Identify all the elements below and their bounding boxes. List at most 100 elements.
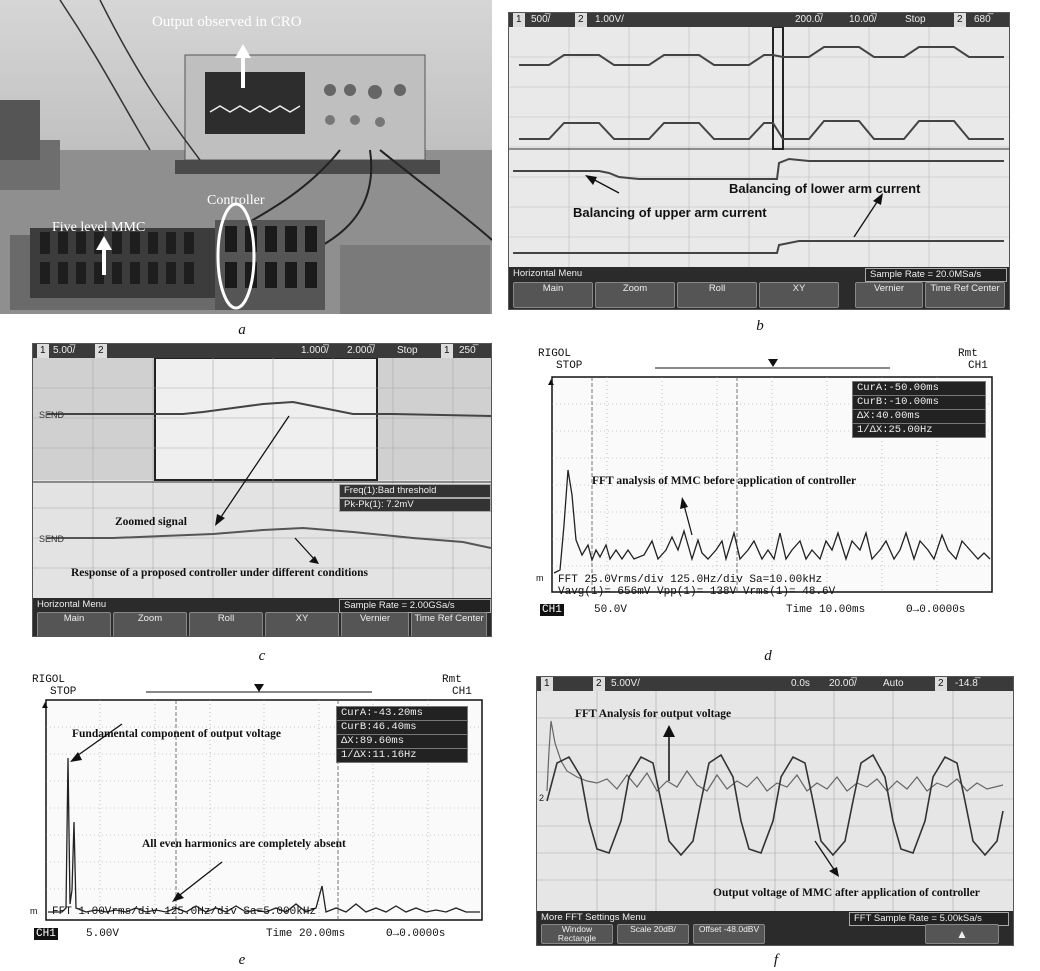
softkey-vernier[interactable]: Vernier (855, 282, 923, 308)
sample-rate: Sample Rate = 20.0MSa/s (865, 268, 1007, 282)
softkey-time-ref[interactable]: Time Ref Center (925, 282, 1005, 308)
cursor-delta: ΔX:40.00ms (852, 409, 986, 424)
softkey-vernier[interactable]: Vernier (341, 612, 409, 636)
softkey-roll[interactable]: Roll (677, 282, 757, 308)
caption-d: d (764, 648, 772, 664)
softkey-roll[interactable]: Roll (189, 612, 263, 636)
ch2-badge: 2 (95, 344, 107, 358)
trace-upper-1 (519, 46, 1004, 66)
panel-a-photo: Output observed in CRO Controller Five l… (0, 0, 492, 314)
caption-b: b (756, 318, 764, 334)
time-div: 2.000̅/ (347, 345, 375, 356)
cursor-b: CurB:-10.00ms (852, 395, 986, 410)
freq-measure: Freq(1):Bad threshold (339, 484, 491, 498)
fft-info-line1: FFT 25.0Vrms/div 125.0Hz/div Sa=10.00kHz (558, 574, 823, 586)
time-div: 10.00̅/ (849, 14, 877, 25)
send-marker-lower: SEND (39, 534, 65, 544)
ch1-badge: 1 (541, 677, 553, 691)
trace-upper-2 (519, 120, 1004, 140)
bottom-channel: CH1 (34, 928, 58, 940)
trigger-channel: 2 (935, 677, 947, 691)
svg-text:m: m (536, 573, 544, 583)
controller-label: Controller (207, 193, 265, 208)
cursor-delta: ΔX:89.60ms (336, 734, 468, 749)
annotation-fft-output: FFT Analysis for output voltage (575, 708, 732, 720)
lab-setup-photo (0, 0, 492, 314)
trigger-mode: Auto (883, 678, 904, 689)
softkey-time-ref[interactable]: Time Ref Center (411, 612, 487, 636)
fft-spectrum-d (553, 469, 991, 574)
cursor-freq: 1/ΔX:25.00Hz (852, 423, 986, 438)
bottom-offset: Θ→0.0000s (906, 604, 966, 616)
caption-e: e (238, 952, 246, 968)
scope-b-screen (509, 27, 1009, 267)
softkey-next-page[interactable]: ▲ (925, 924, 999, 944)
mmc-label: Five level MMC (52, 220, 146, 235)
softkey-xy[interactable]: XY (265, 612, 339, 636)
panel-d-rigol: RIGOL STOP Rmt CH1 ▲ m CurA:-50.00ms Cur… (530, 345, 1010, 625)
ch2-scale: 5.00V/ (611, 678, 640, 689)
fft-trace-f (546, 720, 1004, 792)
softkey-offset[interactable]: Offset -48.0dBV (693, 924, 765, 944)
softkey-scale[interactable]: Scale 20dB/ (617, 924, 689, 944)
softkey-xy[interactable]: XY (759, 282, 839, 308)
menu-title: Horizontal Menu (37, 599, 107, 610)
scope-f-menu: More FFT Settings Menu FFT Sample Rate =… (537, 911, 1013, 945)
softkey-zoom[interactable]: Zoom (113, 612, 187, 636)
softkey-window[interactable]: Window Rectangle (541, 924, 613, 944)
menu-title: Horizontal Menu (513, 268, 583, 279)
brand: RIGOL (538, 348, 572, 360)
panel-e-rigol: RIGOL STOP Rmt CH1 ▲ m CurA:-43.20ms Cur… (26, 672, 502, 948)
annotation-upper-arm: Balancing of upper arm current (573, 205, 767, 220)
bottom-channel: CH1 (540, 604, 564, 616)
annotation-response: Response of a proposed controller under … (71, 567, 368, 579)
caption-a: a (238, 322, 246, 338)
pkpk-measure: Pk-Pk(1): 7.2mV (339, 498, 491, 512)
annotation-zoomed: Zoomed signal (115, 516, 187, 528)
svg-text:▲: ▲ (40, 700, 50, 711)
time-pos: 1.000̅/ (301, 345, 329, 356)
output-voltage-trace (546, 753, 1004, 857)
ch1-badge: 1 (513, 13, 525, 27)
svg-text:m: m (30, 906, 38, 916)
annotation-output-voltage: Output voltage of MMC after application … (713, 887, 980, 899)
scope-f-screen: 2 (537, 691, 1013, 911)
fft-info-line2: Vavg(1)= 656mV Vpp(1)= 138V Vrms(1)= 48.… (558, 586, 836, 598)
annotation-lower-arm: Balancing of lower arm current (729, 181, 921, 196)
svg-text:▲: ▲ (546, 377, 556, 388)
channel-indicator: CH1 (452, 686, 472, 698)
trace-lower-1 (513, 157, 1004, 180)
channel-indicator: CH1 (968, 360, 988, 372)
run-state: Stop (397, 345, 418, 356)
softkey-main[interactable]: Main (513, 282, 593, 308)
trigger-level: 250̅ (459, 345, 476, 356)
trace-zoom-upper (47, 400, 491, 417)
bottom-scale: 50.0V (594, 604, 628, 616)
remote-indicator: Rmt (958, 348, 978, 360)
annotation-fundamental: Fundamental component of output voltage (72, 728, 281, 740)
brand: RIGOL (32, 674, 66, 686)
softkey-main[interactable]: Main (37, 612, 111, 636)
cursor-freq: 1/ΔX:11.16Hz (336, 748, 468, 763)
scope-c-topbar: 1 5.00̅/ 2 1.000̅/ 2.000̅/ Stop 1 250̅ (33, 344, 491, 358)
bottom-offset: Θ→0.0000s (386, 928, 446, 940)
time-pos: 0.0s (791, 678, 810, 689)
scope-b-menu: Horizontal Menu Sample Rate = 20.0MSa/s … (509, 267, 1009, 309)
time-div: 20.00̅/ (829, 678, 857, 689)
trigger-level: -14.8̅ (955, 678, 978, 689)
remote-indicator: Rmt (442, 674, 462, 686)
caption-f: f (773, 952, 779, 968)
bottom-time: Time 10.00ms (786, 604, 866, 616)
cursor-a: CurA:-43.20ms (336, 706, 468, 721)
cro-label: Output observed in CRO (152, 14, 302, 30)
svg-text:2: 2 (539, 793, 544, 803)
softkey-zoom[interactable]: Zoom (595, 282, 675, 308)
bottom-scale: 5.00V (86, 928, 120, 940)
cursor-a: CurA:-50.00ms (852, 381, 986, 396)
ch2-badge: 2 (593, 677, 605, 691)
cursor-b: CurB:46.40ms (336, 720, 468, 735)
menu-title: More FFT Settings Menu (541, 912, 646, 923)
trace-lower-2 (513, 240, 1004, 254)
annotation-fft-before: FFT analysis of MMC before application o… (592, 475, 857, 487)
bottom-time: Time 20.00ms (266, 928, 346, 940)
